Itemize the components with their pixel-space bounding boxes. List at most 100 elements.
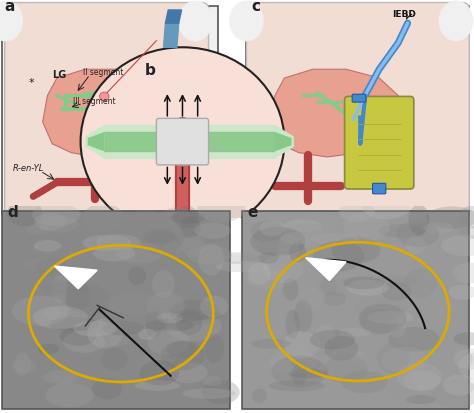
Ellipse shape [346, 280, 389, 296]
Ellipse shape [122, 211, 169, 231]
Ellipse shape [272, 356, 328, 387]
Ellipse shape [310, 330, 355, 349]
Ellipse shape [102, 321, 144, 336]
Ellipse shape [215, 261, 270, 273]
Ellipse shape [259, 252, 278, 264]
Ellipse shape [187, 246, 232, 265]
Ellipse shape [288, 224, 338, 235]
Ellipse shape [176, 310, 202, 335]
Ellipse shape [323, 292, 346, 306]
Ellipse shape [374, 275, 417, 288]
Ellipse shape [377, 343, 410, 373]
Ellipse shape [283, 332, 320, 358]
Ellipse shape [280, 233, 315, 245]
Ellipse shape [73, 321, 117, 337]
FancyBboxPatch shape [156, 119, 209, 166]
Ellipse shape [284, 220, 321, 233]
Ellipse shape [105, 312, 129, 330]
Ellipse shape [109, 335, 129, 346]
Ellipse shape [41, 282, 92, 295]
Ellipse shape [100, 233, 127, 252]
Ellipse shape [65, 280, 90, 311]
Ellipse shape [341, 371, 388, 393]
Ellipse shape [140, 361, 179, 386]
Ellipse shape [213, 253, 261, 264]
Ellipse shape [92, 245, 136, 262]
Ellipse shape [441, 235, 474, 256]
Ellipse shape [97, 235, 141, 251]
Ellipse shape [33, 306, 88, 329]
Text: IEBD: IEBD [392, 9, 416, 19]
Ellipse shape [67, 284, 110, 316]
FancyBboxPatch shape [242, 211, 469, 409]
Ellipse shape [179, 2, 212, 42]
Ellipse shape [166, 311, 221, 342]
Ellipse shape [360, 309, 398, 335]
Ellipse shape [300, 288, 326, 309]
Ellipse shape [194, 223, 231, 239]
Ellipse shape [107, 293, 162, 316]
Ellipse shape [409, 205, 429, 236]
Ellipse shape [60, 327, 96, 346]
Ellipse shape [350, 349, 365, 362]
Ellipse shape [354, 297, 407, 320]
FancyBboxPatch shape [246, 7, 469, 214]
Ellipse shape [87, 318, 123, 349]
Ellipse shape [382, 282, 412, 301]
Ellipse shape [51, 275, 68, 304]
Ellipse shape [143, 232, 180, 256]
FancyBboxPatch shape [2, 7, 218, 214]
Ellipse shape [324, 336, 358, 361]
Ellipse shape [170, 362, 208, 383]
Text: a: a [5, 0, 15, 14]
Ellipse shape [128, 267, 146, 285]
FancyBboxPatch shape [246, 3, 469, 220]
Circle shape [100, 93, 109, 102]
Ellipse shape [45, 308, 61, 320]
Ellipse shape [171, 310, 209, 322]
Ellipse shape [289, 369, 329, 378]
Polygon shape [270, 70, 408, 158]
Ellipse shape [378, 225, 425, 238]
FancyBboxPatch shape [345, 97, 414, 190]
Ellipse shape [274, 221, 305, 254]
Circle shape [81, 48, 284, 236]
Ellipse shape [63, 331, 106, 353]
Ellipse shape [190, 277, 221, 294]
Ellipse shape [100, 348, 128, 370]
Ellipse shape [163, 244, 182, 254]
Ellipse shape [338, 202, 375, 223]
Ellipse shape [143, 230, 176, 244]
Ellipse shape [292, 364, 307, 385]
Ellipse shape [397, 363, 442, 390]
Polygon shape [85, 126, 104, 159]
Ellipse shape [458, 352, 474, 381]
Ellipse shape [22, 259, 56, 272]
Ellipse shape [313, 241, 365, 272]
Text: II segment: II segment [83, 67, 123, 76]
Ellipse shape [203, 376, 222, 386]
Ellipse shape [32, 204, 81, 227]
Ellipse shape [454, 332, 474, 346]
Ellipse shape [174, 206, 199, 229]
Ellipse shape [448, 285, 474, 300]
Ellipse shape [0, 2, 22, 42]
Ellipse shape [198, 244, 224, 276]
Ellipse shape [252, 389, 267, 403]
Ellipse shape [152, 270, 175, 299]
Ellipse shape [308, 337, 333, 356]
Polygon shape [55, 266, 97, 289]
Ellipse shape [161, 341, 205, 370]
Polygon shape [275, 133, 292, 152]
Ellipse shape [145, 311, 164, 338]
Ellipse shape [453, 263, 474, 284]
Polygon shape [306, 258, 346, 281]
Ellipse shape [197, 195, 246, 223]
Ellipse shape [389, 317, 406, 338]
Ellipse shape [163, 208, 191, 225]
Text: *: * [28, 77, 34, 88]
Ellipse shape [300, 212, 336, 242]
Text: R-en-YL: R-en-YL [13, 164, 45, 173]
Ellipse shape [426, 207, 474, 229]
Ellipse shape [343, 277, 384, 290]
